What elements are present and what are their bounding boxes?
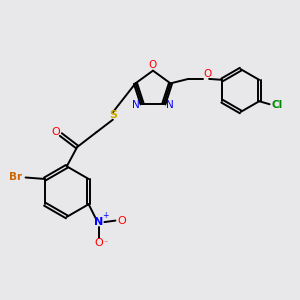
Text: O: O — [149, 60, 157, 70]
Text: O: O — [203, 70, 211, 80]
Text: O: O — [117, 216, 126, 226]
Text: S: S — [110, 110, 118, 120]
Text: N: N — [166, 100, 174, 110]
Text: N: N — [132, 100, 140, 110]
Text: +: + — [102, 211, 109, 220]
Text: ⁻: ⁻ — [103, 238, 108, 247]
Text: Cl: Cl — [272, 100, 283, 110]
Text: O: O — [95, 238, 103, 248]
Text: O: O — [51, 127, 60, 136]
Text: N: N — [94, 217, 104, 227]
Text: Br: Br — [9, 172, 22, 182]
